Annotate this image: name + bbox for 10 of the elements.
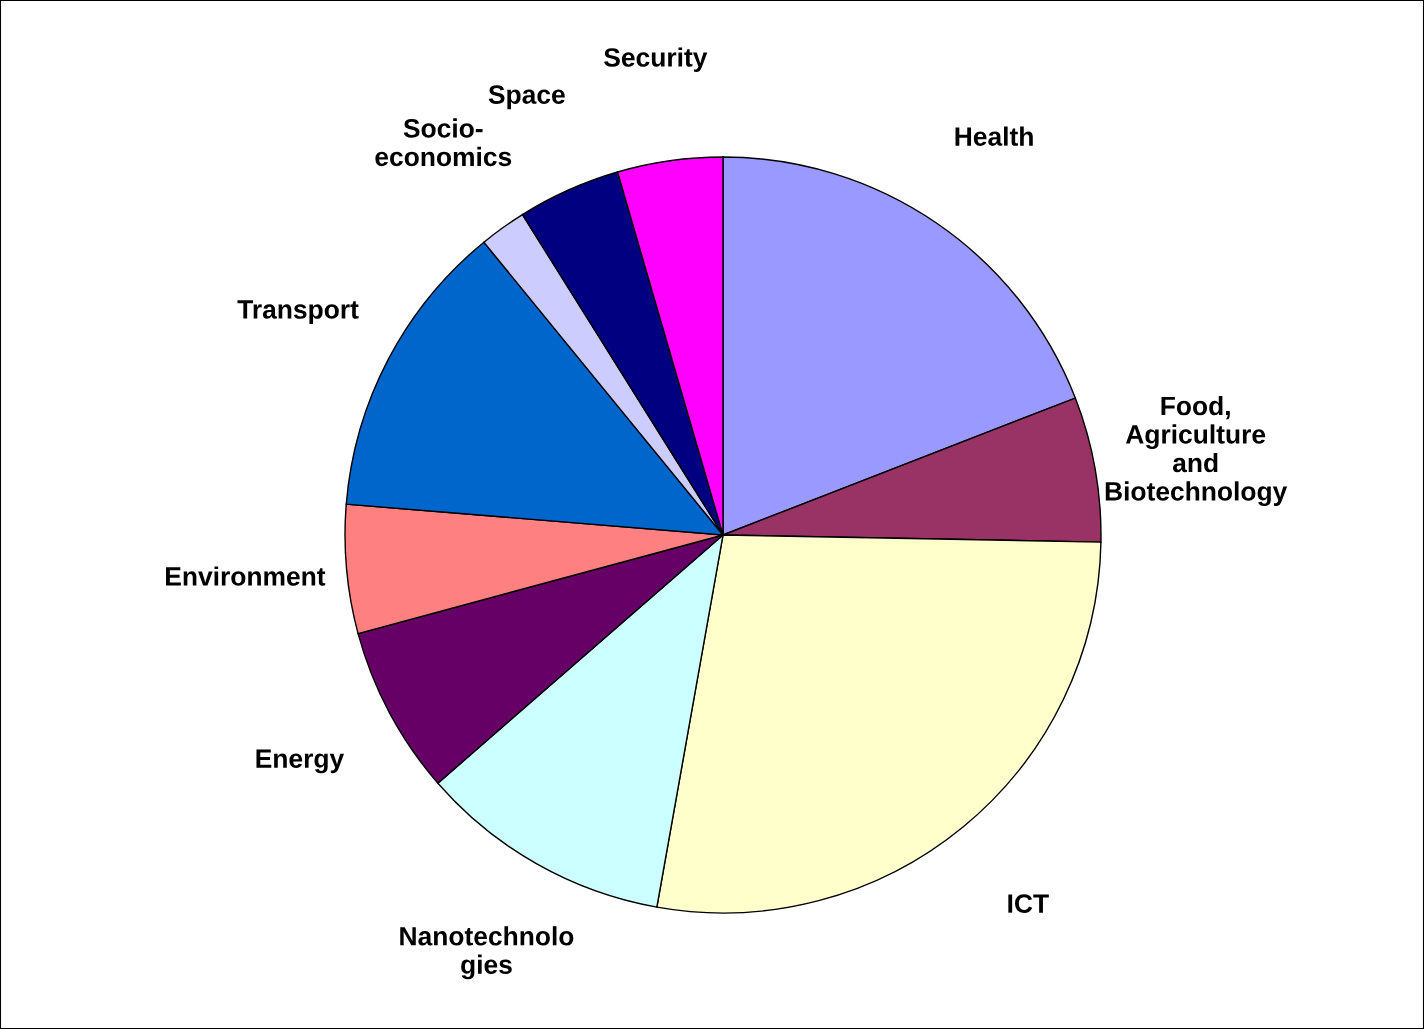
slice-label: Space [488,85,565,110]
slice-label: Food, Agriculture and Biotechnology [1105,395,1288,507]
slice-label: Security [604,47,708,73]
slice-label: ICT [1008,894,1049,913]
slice-label: Health [955,126,1033,146]
slice-label: Environment [166,566,326,586]
slice-label: Nanotechnolo gies [400,926,574,980]
slice-label: Socio- economics [375,118,512,167]
slice-label: Energy [256,749,345,774]
slice-label: Transport [237,300,359,324]
